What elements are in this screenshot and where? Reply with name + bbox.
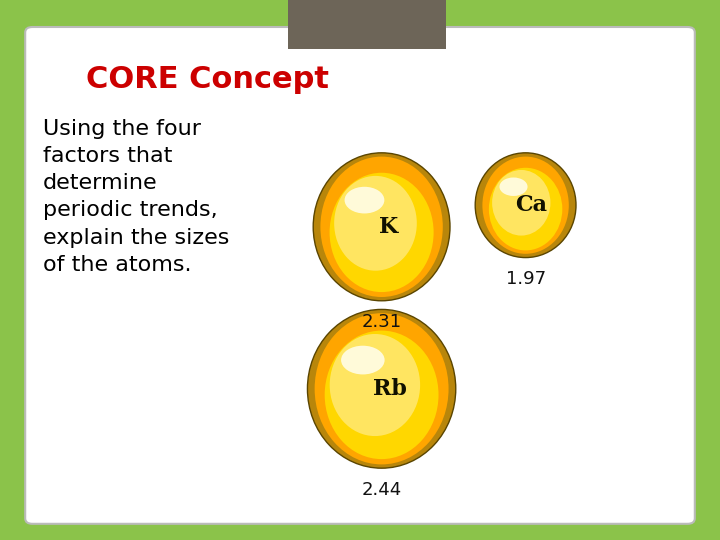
Text: CORE Concept: CORE Concept [86, 65, 329, 94]
Ellipse shape [307, 309, 456, 468]
Ellipse shape [492, 170, 550, 235]
Text: Ca: Ca [515, 194, 546, 216]
FancyBboxPatch shape [288, 0, 446, 49]
Text: 2.44: 2.44 [361, 481, 402, 498]
Ellipse shape [341, 346, 384, 374]
Ellipse shape [489, 168, 562, 251]
Ellipse shape [325, 330, 438, 459]
Ellipse shape [330, 334, 420, 436]
Ellipse shape [330, 173, 433, 292]
Ellipse shape [475, 153, 576, 258]
Ellipse shape [500, 178, 528, 196]
Ellipse shape [320, 157, 443, 297]
Ellipse shape [345, 187, 384, 213]
Text: 2.31: 2.31 [361, 313, 402, 331]
Text: Rb: Rb [373, 378, 407, 400]
Ellipse shape [313, 153, 450, 301]
FancyBboxPatch shape [25, 27, 695, 524]
Ellipse shape [482, 157, 569, 254]
Ellipse shape [315, 313, 449, 464]
Ellipse shape [334, 176, 417, 271]
Text: 1.97: 1.97 [505, 270, 546, 288]
Text: K: K [379, 216, 399, 238]
Text: Using the four
factors that
determine
periodic trends,
explain the sizes
of the : Using the four factors that determine pe… [43, 119, 230, 275]
